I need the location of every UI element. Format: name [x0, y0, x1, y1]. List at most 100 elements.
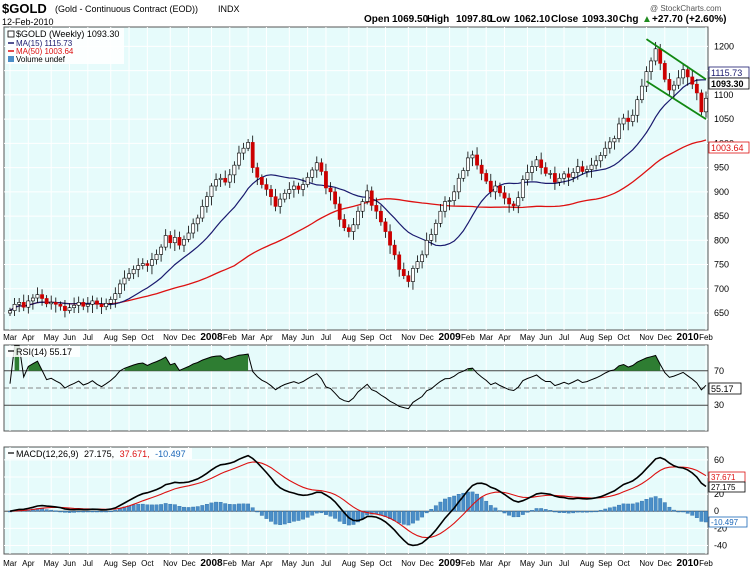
- rsi-overbought-fill: [614, 355, 661, 371]
- macd-x-tick-label: Sep: [598, 559, 613, 568]
- macd-histogram-bar: [557, 511, 562, 513]
- macd-histogram-bar: [296, 511, 301, 521]
- tag-ma15: 1115.73: [708, 66, 750, 79]
- macd-histogram-bar: [131, 504, 136, 512]
- macd-histogram-bar: [443, 498, 447, 512]
- tag-rsi: 55.17: [708, 382, 742, 395]
- macd-y-tick-label: 60: [714, 455, 724, 465]
- candle-up: [172, 237, 177, 244]
- macd-histogram-bar: [420, 511, 425, 518]
- price-y-tick-label: 650: [714, 308, 729, 318]
- candle-down: [44, 298, 49, 305]
- macd-histogram-bar: [328, 511, 333, 517]
- macd-histogram-bar: [182, 506, 186, 512]
- candle-down: [296, 185, 301, 190]
- price-x-tick-label: Oct: [141, 333, 154, 342]
- macd-histogram-bar: [63, 511, 67, 513]
- macd-x-tick-label: Apr: [498, 559, 511, 568]
- candle-up: [525, 172, 530, 181]
- price-y-tick-label: 1200: [714, 41, 734, 51]
- price-x-tick-label: Jul: [559, 333, 569, 342]
- macd-histogram-bar: [140, 503, 145, 512]
- candle-up: [589, 164, 594, 170]
- macd-histogram-bar: [415, 511, 420, 521]
- macd-x-tick-label: Oct: [379, 559, 392, 568]
- macd-histogram-bar: [672, 509, 676, 512]
- candle-up: [227, 174, 232, 183]
- macd-histogram-bar: [108, 510, 113, 513]
- candle-down: [502, 192, 507, 199]
- candle-down: [337, 203, 342, 220]
- watermark: @ StockCharts.com: [650, 4, 722, 13]
- candle-down: [328, 187, 333, 193]
- symbol-label: $GOLD: [2, 1, 47, 16]
- candle-down: [566, 173, 571, 178]
- candle-down: [388, 231, 392, 246]
- macd-histogram-bar: [465, 491, 470, 512]
- macd-histogram-bar: [401, 511, 406, 525]
- macd-histogram-bar: [85, 511, 90, 513]
- macd-histogram-bar: [685, 511, 690, 514]
- macd-y-tick-label: -40: [714, 540, 727, 550]
- price-x-tick-label: Sep: [122, 333, 137, 342]
- price-x-tick-label: 2010: [677, 332, 700, 343]
- tag-macd: 27.175: [708, 481, 746, 493]
- macd-histogram-bar: [172, 504, 177, 512]
- candle-up: [456, 177, 461, 193]
- candle-up: [351, 224, 356, 232]
- macd-histogram-bar: [511, 511, 516, 518]
- candle-up: [676, 77, 681, 86]
- rsi-line: [9, 345, 707, 410]
- candle-down: [552, 173, 557, 183]
- macd-histogram-bar: [520, 511, 525, 515]
- price-x-tick-label: Oct: [617, 333, 630, 342]
- candle-up: [356, 210, 360, 226]
- macd-histogram-bar: [690, 511, 695, 516]
- candle-down: [95, 300, 99, 305]
- tag-ma50-text: 1003.64: [711, 143, 744, 153]
- candle-up: [672, 84, 676, 91]
- macd-x-tick-label: 2010: [677, 558, 700, 569]
- macd-x-tick-label: May: [282, 559, 297, 568]
- candle-up: [607, 141, 612, 149]
- price-y-tick-label: 900: [714, 187, 729, 197]
- candle-up: [562, 173, 566, 179]
- macd-legend-signal: 37.671,: [120, 449, 150, 459]
- macd-histogram-bar: [667, 506, 672, 512]
- macd-histogram-bar: [639, 500, 644, 512]
- candle-up: [438, 210, 443, 224]
- candle-up: [598, 155, 603, 162]
- candle-down: [342, 219, 347, 229]
- macd-histogram-bar: [699, 511, 704, 522]
- ma15-line: [9, 79, 707, 312]
- price-legend-swatch: [7, 30, 15, 38]
- tag-hist-text: -10.497: [711, 518, 739, 527]
- candle-down: [507, 197, 512, 205]
- macd-histogram-bar: [351, 511, 356, 525]
- candle-up: [241, 147, 246, 154]
- candle-down: [479, 164, 484, 174]
- macd-histogram-bar: [227, 504, 232, 512]
- candle-up: [182, 239, 186, 246]
- tag-hist: -10.497: [708, 516, 748, 528]
- candle-up: [630, 114, 635, 122]
- macd-histogram-bar: [484, 500, 489, 512]
- chg-label: Chg: [619, 14, 638, 25]
- candle-down: [658, 48, 663, 64]
- macd-x-tick-label: May: [44, 559, 59, 568]
- candle-up: [470, 154, 475, 159]
- macd-x-tick-label: Apr: [22, 559, 35, 568]
- candle-up: [131, 269, 136, 275]
- price-legend-box: [6, 28, 124, 64]
- rsi-y-tick-label: 30: [714, 400, 724, 410]
- macd-histogram-bar: [314, 511, 319, 514]
- price-x-tick-label: May: [282, 333, 297, 342]
- macd-histogram-bar: [186, 507, 191, 512]
- candle-up: [534, 159, 539, 167]
- macd-histogram-bar: [662, 502, 667, 512]
- macd-x-tick-label: Mar: [479, 559, 493, 568]
- candle-down: [264, 184, 269, 190]
- macd-histogram-bar: [438, 501, 443, 512]
- rsi-legend: RSI(14) 55.17: [16, 347, 72, 357]
